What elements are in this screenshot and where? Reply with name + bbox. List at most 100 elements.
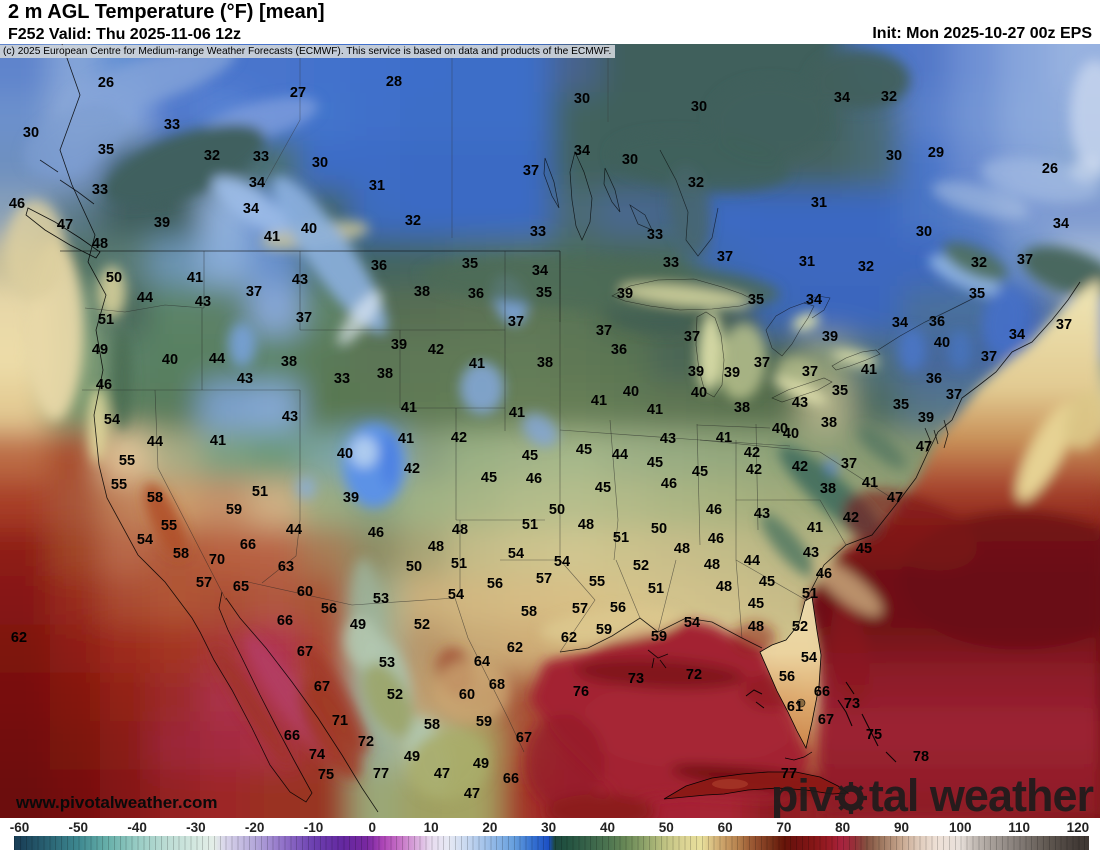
svg-text:34: 34 [249,175,265,191]
svg-text:54: 54 [508,546,524,562]
svg-text:54: 54 [448,587,464,603]
svg-text:46: 46 [526,471,542,487]
svg-text:54: 54 [554,554,570,570]
svg-text:72: 72 [686,667,702,683]
svg-text:44: 44 [209,351,225,367]
svg-text:64: 64 [474,654,490,670]
svg-text:62: 62 [561,630,577,646]
svg-text:76: 76 [573,684,589,700]
svg-text:51: 51 [451,556,467,572]
svg-text:70: 70 [209,552,225,568]
svg-text:48: 48 [748,619,764,635]
svg-text:42: 42 [451,430,467,446]
svg-text:68: 68 [489,677,505,693]
svg-text:43: 43 [803,545,819,561]
svg-text:40: 40 [934,335,950,351]
svg-text:46: 46 [96,377,112,393]
svg-text:40: 40 [783,426,799,442]
svg-text:33: 33 [92,182,108,198]
svg-text:38: 38 [377,366,393,382]
svg-text:62: 62 [507,640,523,656]
svg-text:75: 75 [866,727,882,743]
svg-text:63: 63 [278,559,294,575]
svg-text:55: 55 [111,477,127,493]
svg-text:48: 48 [452,522,468,538]
svg-text:41: 41 [647,402,663,418]
svg-text:48: 48 [704,557,720,573]
svg-text:36: 36 [929,314,945,330]
svg-text:38: 38 [537,355,553,371]
svg-text:41: 41 [861,362,877,378]
svg-text:36: 36 [926,371,942,387]
svg-text:37: 37 [841,456,857,472]
svg-text:58: 58 [147,490,163,506]
svg-text:47: 47 [434,766,450,782]
svg-text:35: 35 [98,142,114,158]
svg-text:55: 55 [161,518,177,534]
svg-text:34: 34 [1053,216,1069,232]
svg-text:77: 77 [373,766,389,782]
svg-text:43: 43 [237,371,253,387]
svg-text:35: 35 [893,397,909,413]
svg-text:30: 30 [312,155,328,171]
svg-text:40: 40 [772,421,788,437]
svg-text:55: 55 [589,574,605,590]
svg-text:31: 31 [369,178,385,194]
svg-text:47: 47 [887,490,903,506]
svg-text:38: 38 [734,400,750,416]
svg-text:41: 41 [187,270,203,286]
svg-text:50: 50 [106,270,122,286]
svg-text:32: 32 [858,259,874,275]
svg-text:37: 37 [296,310,312,326]
svg-text:50: 50 [406,559,422,575]
svg-text:38: 38 [414,284,430,300]
svg-text:78: 78 [913,749,929,765]
svg-text:45: 45 [576,442,592,458]
svg-text:39: 39 [688,364,704,380]
svg-text:42: 42 [746,462,762,478]
svg-text:37: 37 [508,314,524,330]
svg-text:33: 33 [530,224,546,240]
svg-text:30: 30 [23,125,39,141]
svg-text:32: 32 [881,89,897,105]
svg-text:38: 38 [281,354,297,370]
svg-text:31: 31 [811,195,827,211]
svg-text:37: 37 [523,163,539,179]
svg-text:34: 34 [532,263,548,279]
svg-text:42: 42 [428,342,444,358]
svg-text:37: 37 [596,323,612,339]
svg-text:48: 48 [716,579,732,595]
svg-text:37: 37 [946,387,962,403]
svg-text:37: 37 [684,329,700,345]
svg-text:73: 73 [628,671,644,687]
svg-text:37: 37 [754,355,770,371]
svg-text:37: 37 [246,284,262,300]
svg-text:28: 28 [386,74,402,90]
svg-text:66: 66 [503,771,519,787]
svg-text:39: 39 [391,337,407,353]
svg-text:30: 30 [691,99,707,115]
svg-text:34: 34 [1009,327,1025,343]
svg-text:35: 35 [748,292,764,308]
svg-text:47: 47 [57,217,73,233]
svg-text:40: 40 [623,384,639,400]
svg-text:49: 49 [404,749,420,765]
svg-text:36: 36 [468,286,484,302]
svg-text:51: 51 [802,586,818,602]
svg-text:34: 34 [574,143,590,159]
svg-text:32: 32 [204,148,220,164]
svg-text:67: 67 [516,730,532,746]
svg-text:38: 38 [820,481,836,497]
svg-text:56: 56 [487,576,503,592]
svg-text:41: 41 [716,430,732,446]
svg-text:41: 41 [509,405,525,421]
svg-text:34: 34 [806,292,822,308]
svg-text:41: 41 [862,475,878,491]
svg-text:45: 45 [522,448,538,464]
svg-text:48: 48 [92,236,108,252]
svg-text:52: 52 [414,617,430,633]
svg-text:37: 37 [717,249,733,265]
svg-text:49: 49 [473,756,489,772]
svg-text:57: 57 [536,571,552,587]
svg-text:39: 39 [154,215,170,231]
